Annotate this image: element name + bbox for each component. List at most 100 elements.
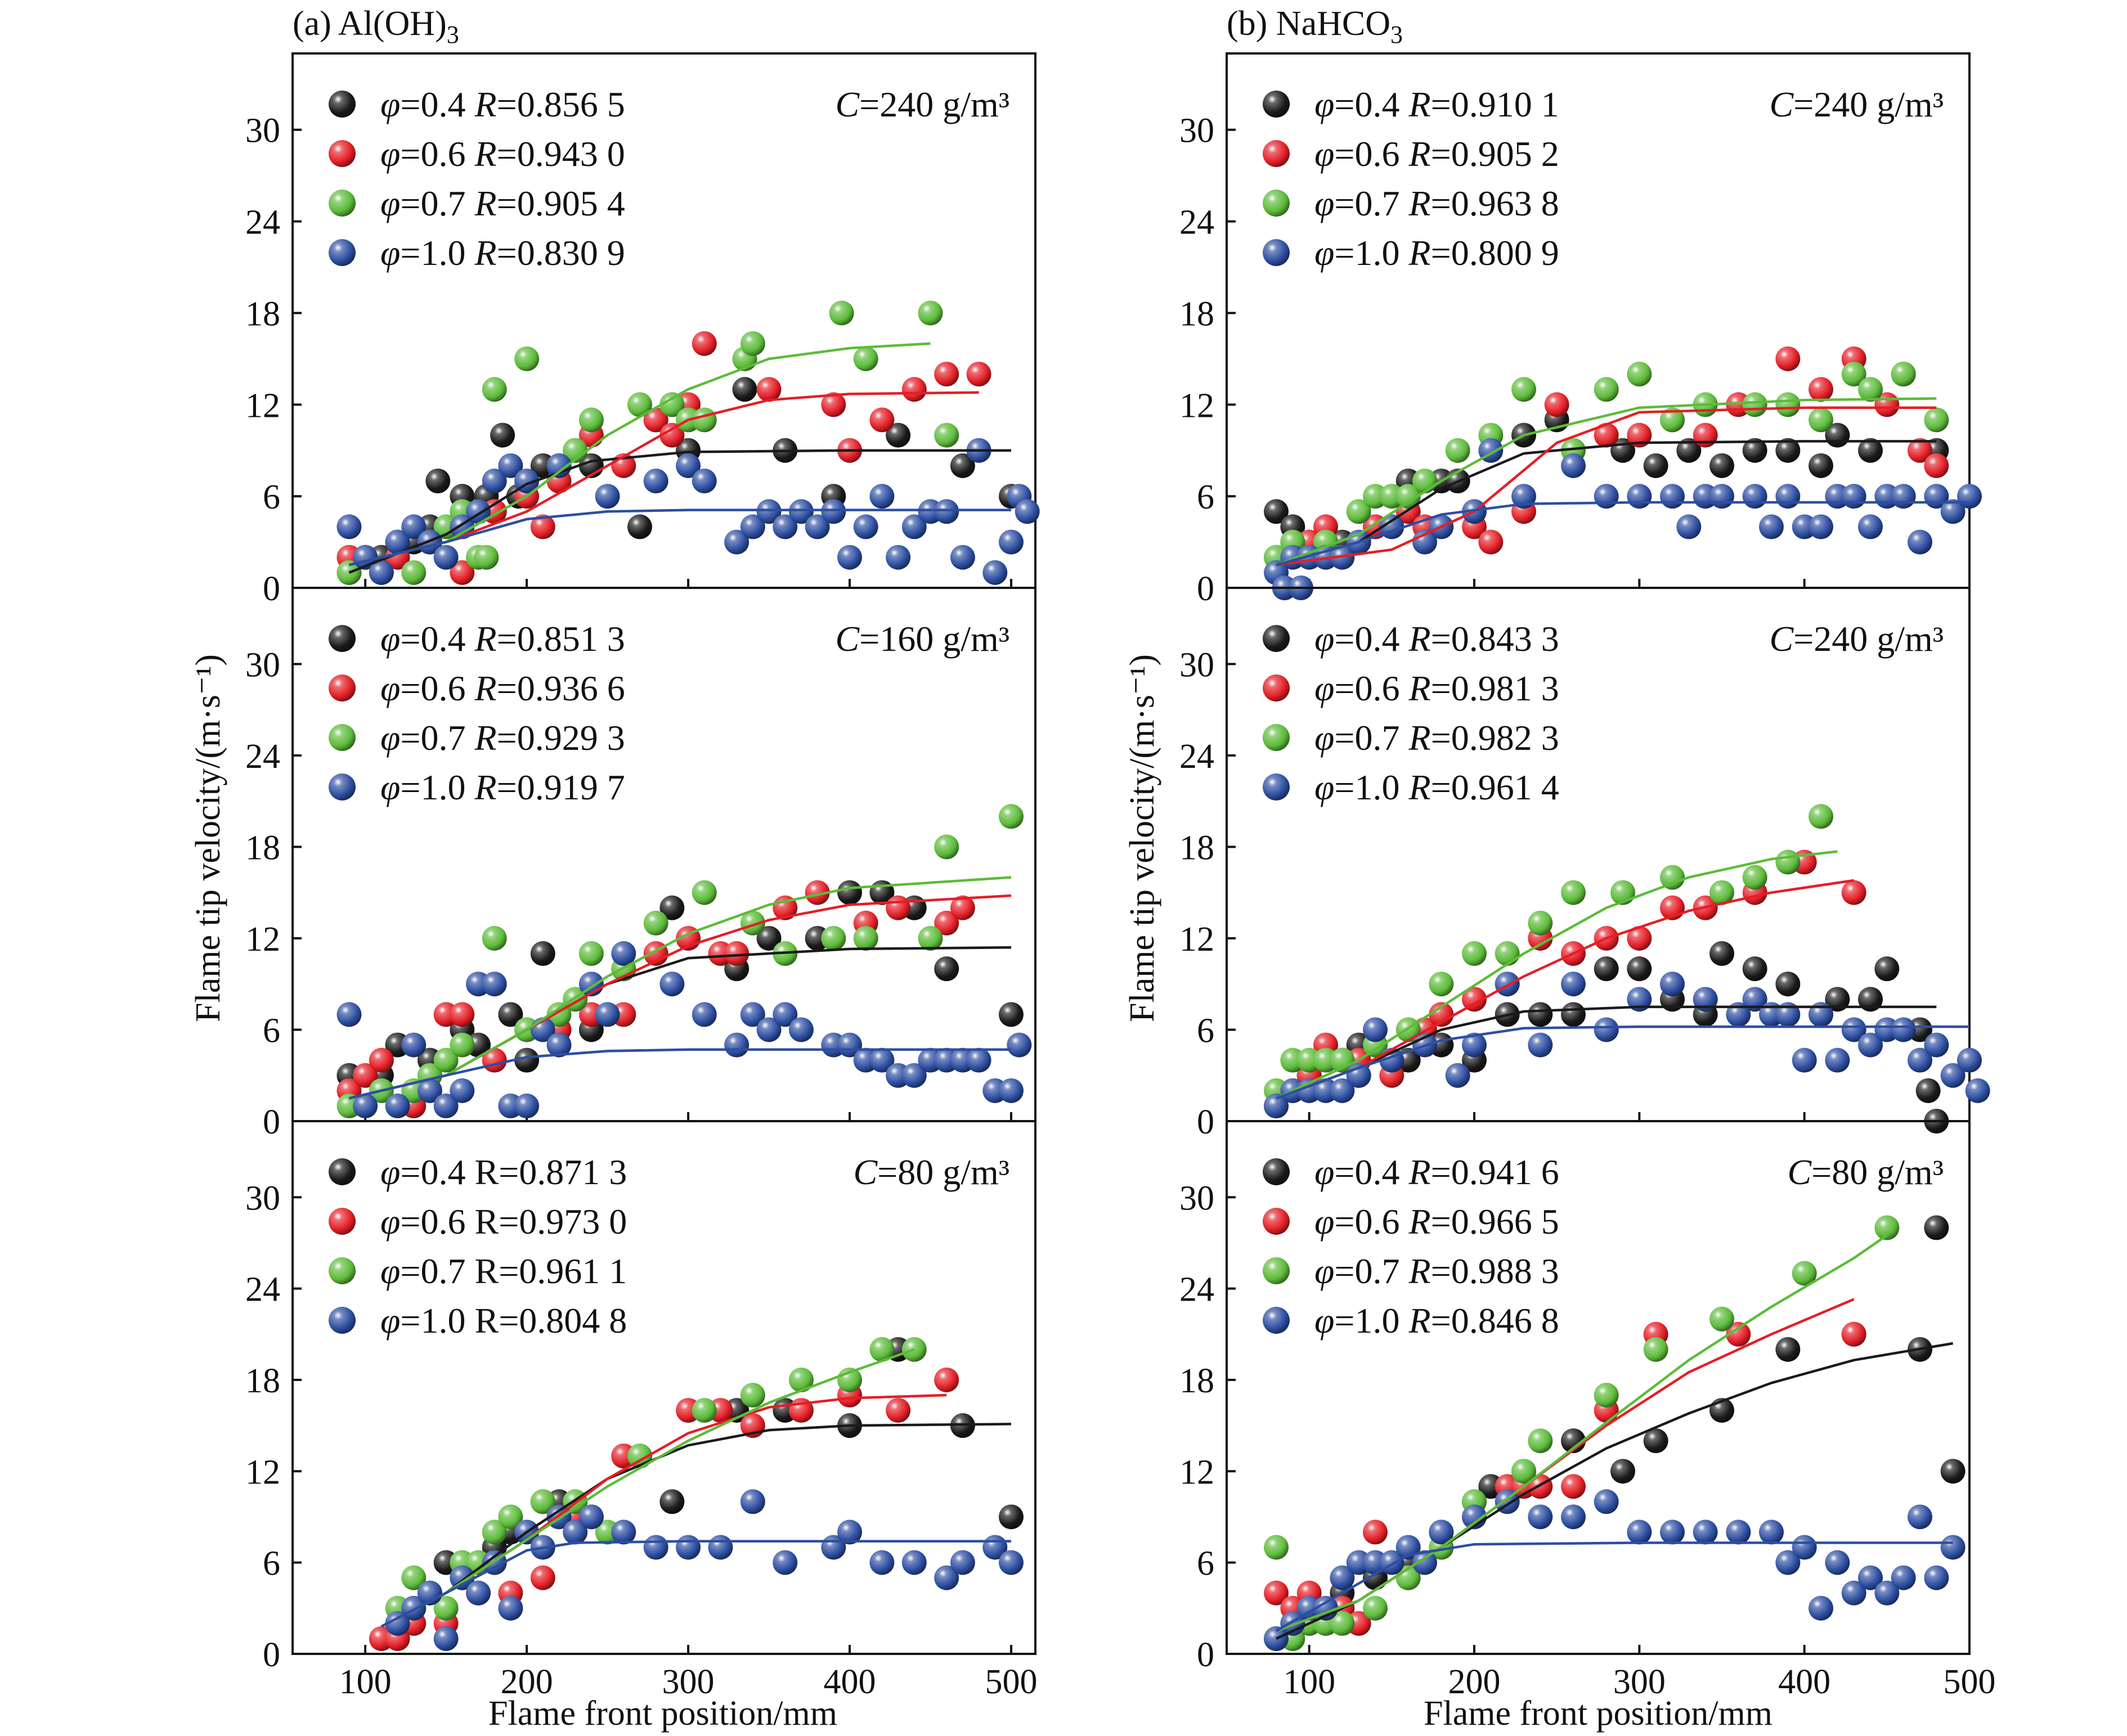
data-point bbox=[1891, 1017, 1916, 1042]
data-point bbox=[433, 1626, 459, 1651]
data-point bbox=[1965, 1078, 1990, 1103]
legend-label: φ=0.4 R=0.856 5 bbox=[380, 84, 625, 124]
data-point bbox=[385, 1611, 410, 1636]
data-point bbox=[514, 1047, 540, 1073]
data-point bbox=[740, 331, 765, 356]
data-point bbox=[1841, 1321, 1866, 1347]
x-tick-label: 500 bbox=[1944, 1663, 1996, 1701]
data-point bbox=[482, 1519, 507, 1545]
data-point bbox=[886, 1398, 911, 1423]
data-point bbox=[643, 910, 668, 936]
data-point bbox=[853, 925, 878, 951]
legend-marker bbox=[1263, 1257, 1290, 1284]
legend-label: φ=0.6 R=0.973 0 bbox=[380, 1202, 627, 1242]
data-point bbox=[724, 1032, 750, 1058]
data-point bbox=[450, 1002, 475, 1027]
data-point bbox=[1478, 529, 1504, 555]
data-point bbox=[643, 1535, 668, 1560]
data-point bbox=[982, 560, 1008, 585]
data-point bbox=[433, 1047, 459, 1073]
y-tick-label: 24 bbox=[245, 737, 280, 776]
data-point bbox=[385, 529, 410, 555]
data-point bbox=[869, 1550, 895, 1575]
data-point bbox=[1693, 987, 1718, 1012]
data-point bbox=[756, 1017, 782, 1042]
data-point bbox=[886, 422, 911, 448]
data-point bbox=[901, 1063, 927, 1088]
data-point bbox=[1940, 1535, 1966, 1560]
data-point bbox=[724, 529, 750, 555]
data-point bbox=[1874, 1580, 1900, 1605]
data-point bbox=[578, 407, 604, 433]
data-point bbox=[1957, 484, 1982, 509]
chart-panel: 0 6 12 18 24 30 (b) NaHCO3 C=240 g/m³ φ=0.4 R=0.… bbox=[1179, 5, 1982, 608]
data-point bbox=[433, 1595, 459, 1621]
fit-line bbox=[1276, 397, 1937, 566]
y-tick-label: 6 bbox=[1197, 1545, 1214, 1583]
data-point bbox=[740, 1383, 765, 1408]
data-point bbox=[1709, 453, 1734, 478]
data-point bbox=[1775, 484, 1801, 509]
panel-title: (b) NaHCO3 bbox=[1227, 5, 1403, 48]
data-point bbox=[1264, 1580, 1289, 1605]
data-point bbox=[1511, 484, 1536, 509]
y-tick-label: 0 bbox=[1197, 570, 1214, 608]
data-point bbox=[1643, 1337, 1668, 1362]
x-tick-label: 400 bbox=[824, 1663, 876, 1701]
data-point bbox=[676, 453, 701, 478]
data-point bbox=[659, 422, 685, 448]
y-tick-label: 18 bbox=[1179, 295, 1214, 333]
data-point bbox=[433, 545, 459, 570]
data-point bbox=[934, 362, 959, 386]
data-point bbox=[1561, 972, 1586, 997]
y-tick-label: 6 bbox=[263, 478, 280, 516]
data-point bbox=[708, 1535, 733, 1560]
fit-line bbox=[348, 449, 1011, 574]
data-point bbox=[563, 438, 588, 463]
legend-label: φ=0.7 R=0.988 3 bbox=[1314, 1251, 1559, 1291]
x-tick-label: 300 bbox=[662, 1663, 715, 1701]
data-point bbox=[1330, 1565, 1355, 1590]
data-point bbox=[934, 1565, 959, 1590]
data-point bbox=[1809, 1002, 1833, 1027]
data-point bbox=[998, 804, 1024, 829]
legend-marker bbox=[1263, 674, 1290, 701]
data-point bbox=[1858, 1565, 1883, 1590]
data-point bbox=[1693, 1519, 1718, 1545]
y-tick-label: 12 bbox=[245, 1453, 280, 1491]
y-tick-label: 30 bbox=[245, 646, 280, 684]
data-point bbox=[353, 1093, 378, 1118]
data-point bbox=[1660, 972, 1685, 997]
data-point bbox=[773, 514, 798, 539]
data-point bbox=[821, 925, 846, 951]
data-point bbox=[1015, 499, 1040, 524]
data-point bbox=[740, 1002, 765, 1027]
data-point bbox=[1561, 880, 1586, 905]
data-point bbox=[1915, 1078, 1941, 1103]
y-tick-label: 12 bbox=[1179, 920, 1214, 959]
y-axis-title-left: Flame tip velocity/(m·s⁻¹) bbox=[189, 654, 227, 1022]
data-point bbox=[1445, 1063, 1470, 1088]
legend-marker bbox=[329, 1257, 356, 1284]
legend-marker bbox=[329, 91, 356, 118]
data-point bbox=[740, 514, 765, 539]
data-point bbox=[1561, 453, 1586, 478]
data-point bbox=[1726, 1002, 1751, 1027]
data-point bbox=[1858, 1032, 1883, 1058]
data-point bbox=[1511, 377, 1536, 402]
data-point bbox=[1775, 972, 1801, 997]
data-point bbox=[1627, 956, 1652, 982]
data-point bbox=[1809, 1595, 1833, 1621]
data-point bbox=[1858, 438, 1883, 463]
data-point bbox=[1957, 1047, 1982, 1073]
concentration-label: C=240 g/m³ bbox=[835, 84, 1009, 124]
data-point bbox=[385, 1093, 410, 1118]
data-point bbox=[1627, 484, 1652, 509]
data-point bbox=[1775, 1550, 1801, 1575]
data-point bbox=[498, 453, 523, 478]
data-point bbox=[1809, 453, 1833, 478]
plot-frame bbox=[291, 1120, 1036, 1655]
data-point bbox=[676, 1535, 701, 1560]
data-point bbox=[886, 545, 911, 570]
